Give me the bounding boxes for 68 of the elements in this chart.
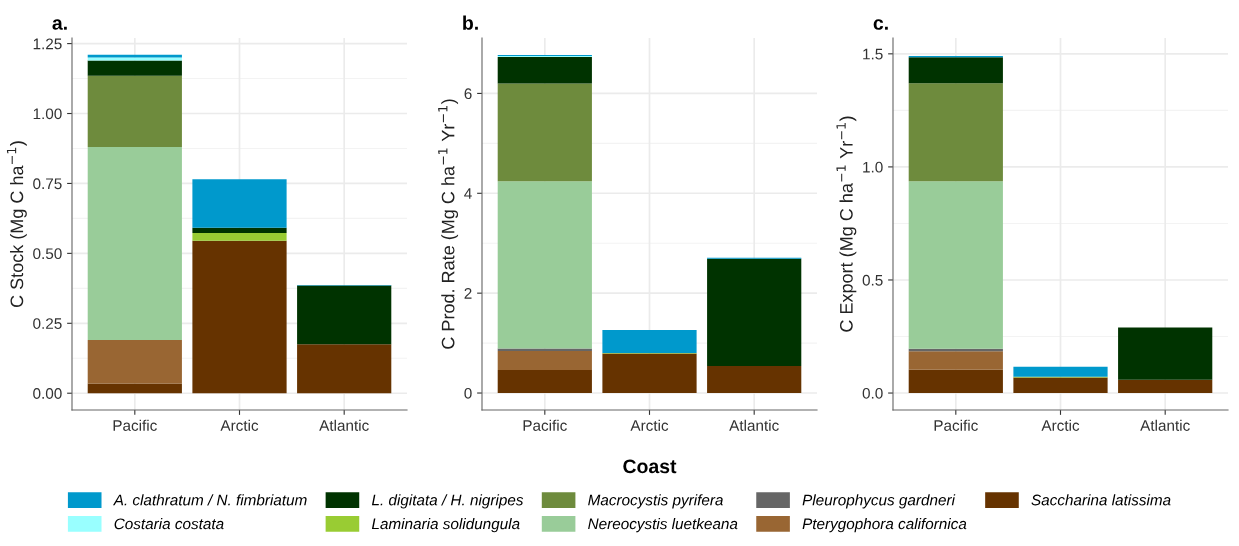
bar: [707, 366, 802, 394]
x-axis-title: Coast: [623, 459, 677, 474]
legend-label: Nereocystis luetkeana: [588, 518, 738, 533]
y-tick-label: 2: [464, 288, 472, 299]
y-tick-label: 0.75: [33, 178, 62, 190]
y-tick-label: 0.0: [862, 387, 883, 399]
bar: [87, 75, 182, 148]
x-tick-label: Arctic: [630, 419, 669, 431]
bar: [497, 370, 592, 394]
legend-label: Pterygophora californica: [802, 518, 967, 533]
y-tick-label: 4: [464, 188, 472, 199]
bar: [1013, 366, 1108, 377]
bar: [602, 353, 697, 394]
legend-label: Macrocystis pyrifera: [588, 494, 723, 509]
bar: [908, 83, 1003, 182]
bar: [192, 232, 287, 241]
bar: [1013, 377, 1108, 394]
bar: [192, 179, 287, 228]
bar: [297, 285, 392, 345]
bar: [1118, 327, 1213, 380]
y-tick-label: 0.25: [33, 318, 62, 329]
y-tick-label: 0.50: [33, 248, 62, 260]
y-axis-title: C Stock (Mg C ha$^{−1}$): [6, 141, 27, 308]
y-tick-label: 1.25: [33, 38, 62, 50]
bar: [87, 60, 182, 76]
bar: [497, 56, 592, 84]
legend-label: A. clathratum / N. fimbriatum: [112, 494, 307, 506]
y-tick-label: 1.5: [863, 48, 883, 60]
x-tick-label: Pacific: [934, 419, 978, 431]
y-tick-label: 1.0: [863, 161, 883, 173]
bar: [87, 147, 182, 341]
chart-title: c.: [873, 19, 888, 30]
x-tick-label: Pacific: [523, 419, 567, 431]
legend-label: Costaria costata: [114, 518, 224, 530]
bar: [707, 258, 802, 367]
x-tick-label: Pacific: [113, 419, 157, 431]
bar: [497, 83, 592, 182]
bar: [497, 351, 592, 371]
bar: [192, 240, 287, 394]
bar: [1118, 379, 1213, 394]
legend-label: Pleurophycus gardneri: [802, 494, 956, 509]
legend-label: Laminaria solidungula: [371, 518, 520, 533]
y-tick-label: 0.5: [862, 274, 883, 286]
chart-title: a.: [52, 19, 67, 30]
y-tick-label: 0.00: [33, 388, 62, 399]
bar: [87, 340, 182, 384]
bar: [908, 351, 1003, 370]
x-tick-label: Atlantic: [1140, 419, 1190, 431]
y-tick-label: 0: [464, 387, 472, 399]
y-axis-title: C Prod. Rate (Mg C ha$^{−1}$ Yr$^{−1}$): [438, 99, 459, 349]
bar: [192, 227, 287, 233]
bar: [87, 383, 182, 394]
bar: [908, 181, 1003, 349]
y-tick-label: 6: [464, 88, 472, 100]
legend-label: Saccharina latissima: [1031, 494, 1171, 506]
legend-label: L. digitata / H. nigripes: [371, 494, 524, 509]
y-axis-title: C Export (Mg C ha$^{−1}$ Yr$^{−1}$): [836, 116, 857, 332]
x-tick-label: Atlantic: [319, 419, 369, 431]
bar: [908, 369, 1003, 394]
bar: [497, 181, 592, 349]
x-tick-label: Arctic: [220, 419, 259, 431]
x-tick-label: Arctic: [1041, 419, 1080, 431]
bar: [908, 57, 1003, 84]
bar: [297, 344, 392, 394]
bar: [602, 330, 697, 354]
y-tick-label: 1.00: [33, 108, 62, 120]
x-tick-label: Atlantic: [729, 419, 779, 431]
chart-title: b.: [463, 15, 478, 30]
